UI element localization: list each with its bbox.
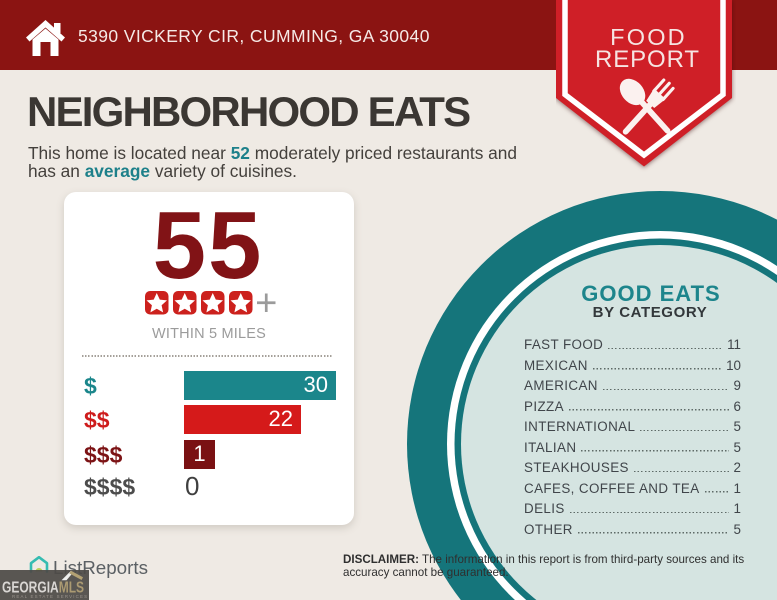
svg-text:GEORGIAMLS: GEORGIAMLS xyxy=(2,578,84,596)
svg-text:REAL ESTATE SERVICES: REAL ESTATE SERVICES xyxy=(12,594,88,599)
